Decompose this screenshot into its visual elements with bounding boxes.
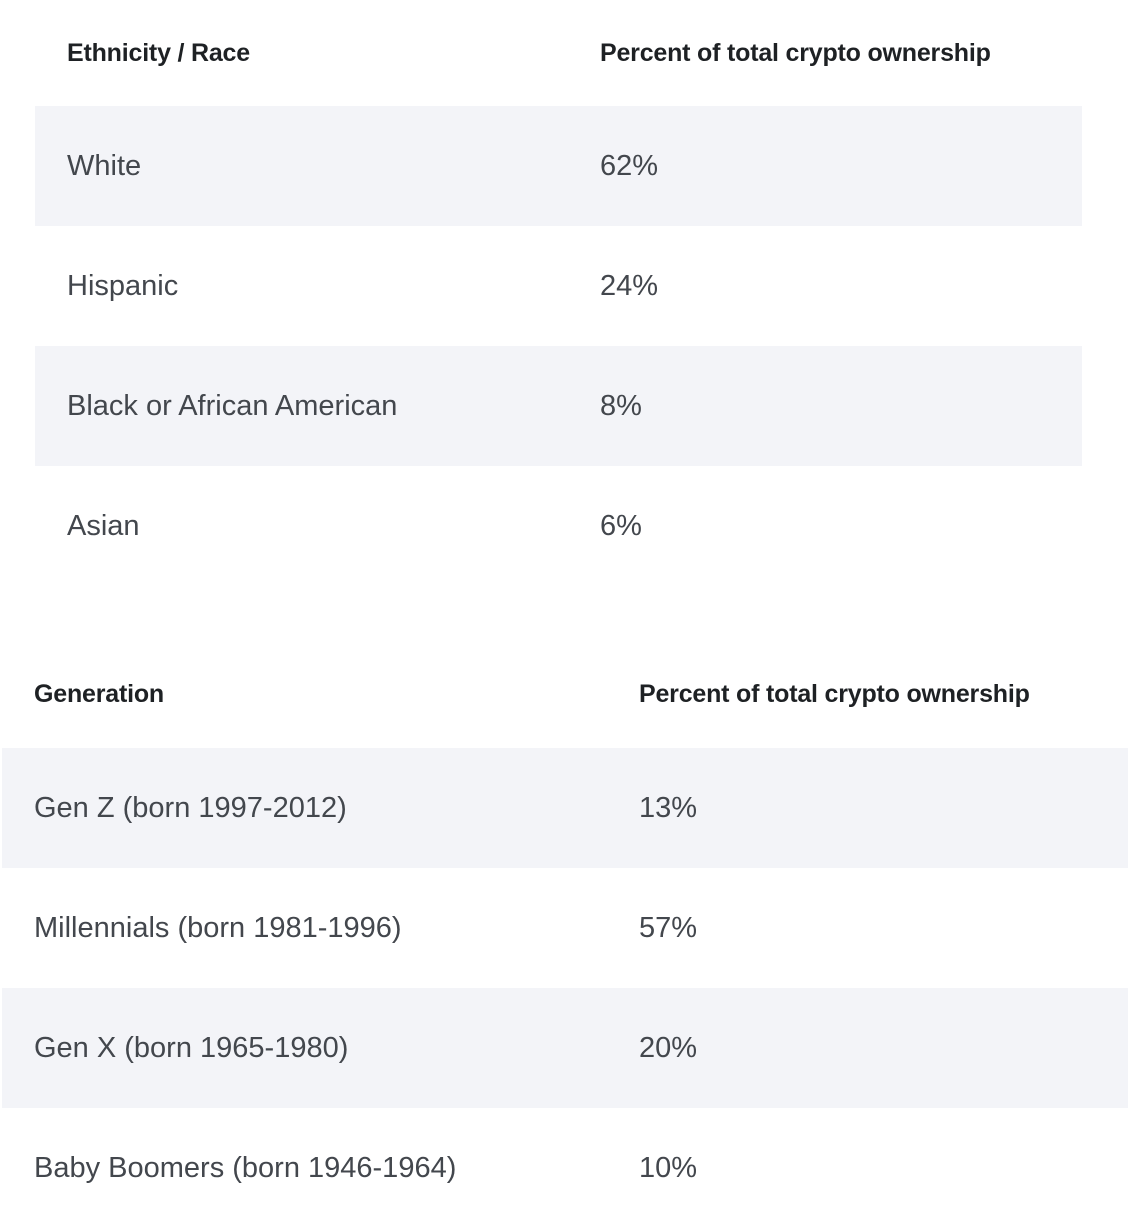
table-row: Millennials (born 1981-1996) 57% (2, 868, 1128, 988)
row-value: 6% (600, 509, 642, 542)
table-row: Hispanic 24% (35, 226, 1082, 346)
ethnicity-table: Ethnicity / Race Percent of total crypto… (35, 0, 1082, 586)
row-value: 8% (600, 389, 642, 422)
row-value: 24% (600, 269, 659, 302)
row-label: Black or African American (67, 389, 398, 422)
row-label: Gen Z (born 1997-2012) (34, 791, 347, 824)
row-value: 57% (639, 911, 698, 944)
table-header: Ethnicity / Race Percent of total crypto… (35, 0, 1082, 106)
table-row: White 62% (35, 106, 1082, 226)
table-row: Asian 6% (35, 466, 1082, 586)
generation-table: Generation Percent of total crypto owner… (2, 640, 1128, 1228)
row-label: Hispanic (67, 269, 179, 302)
header-percent-ownership: Percent of total crypto ownership (600, 38, 991, 67)
header-generation: Generation (34, 679, 164, 708)
table-row: Gen X (born 1965-1980) 20% (2, 988, 1128, 1108)
row-label: Baby Boomers (born 1946-1964) (34, 1151, 457, 1184)
row-value: 20% (639, 1031, 698, 1064)
row-value: 13% (639, 791, 698, 824)
table-header: Generation Percent of total crypto owner… (2, 640, 1128, 748)
row-label: Gen X (born 1965-1980) (34, 1031, 349, 1064)
row-label: Asian (67, 509, 140, 542)
row-label: White (67, 149, 142, 182)
header-percent-ownership: Percent of total crypto ownership (639, 679, 1030, 708)
table-row: Baby Boomers (born 1946-1964) 10% (2, 1108, 1128, 1228)
header-ethnicity-race: Ethnicity / Race (67, 38, 250, 67)
row-value: 10% (639, 1151, 698, 1184)
row-label: Millennials (born 1981-1996) (34, 911, 402, 944)
row-value: 62% (600, 149, 659, 182)
table-row: Gen Z (born 1997-2012) 13% (2, 748, 1128, 868)
table-row: Black or African American 8% (35, 346, 1082, 466)
